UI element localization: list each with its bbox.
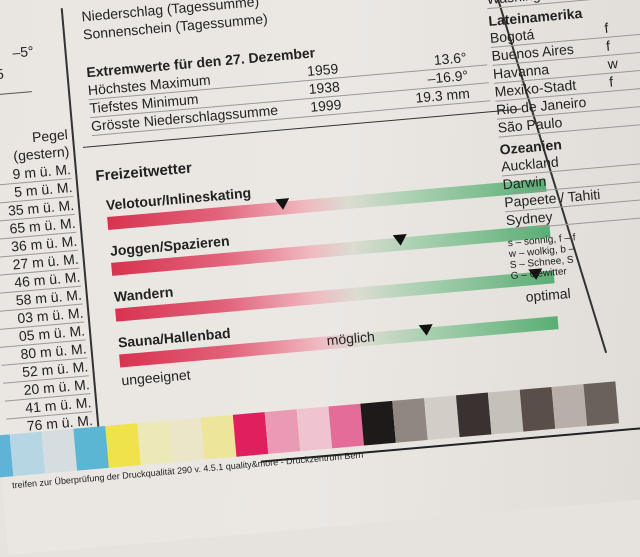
color-patch: [169, 417, 205, 463]
weather-symbol: f: [605, 37, 611, 54]
color-patch: [392, 398, 428, 443]
color-patch: [424, 395, 460, 440]
color-control-strip: [0, 381, 620, 480]
color-patch: [200, 414, 237, 460]
scale-high: optimal: [524, 284, 572, 305]
level-marker-icon: [418, 324, 434, 337]
color-patch: [583, 381, 620, 427]
color-patch: [328, 403, 364, 449]
color-patch: [264, 409, 301, 454]
extreme-year: 1959: [306, 60, 339, 80]
color-patch: [9, 431, 46, 477]
weather-symbol: f: [603, 19, 610, 36]
activity-label: Wandern: [113, 283, 174, 305]
color-patch: [73, 426, 109, 471]
color-patch: [487, 389, 524, 435]
color-patch: [105, 423, 141, 468]
color-patch: [41, 428, 78, 474]
city-name: Washington: [486, 0, 561, 7]
color-patch: [455, 392, 492, 438]
divider: [0, 91, 32, 98]
color-patch: [137, 420, 173, 466]
left-value: –5°: [11, 42, 35, 61]
city-name: Bogotá: [489, 26, 535, 46]
extreme-value: –16.9°: [426, 67, 469, 87]
pegel-list: 9 m ü. M. 5 m ü. M. 35 m ü. M. 65 m ü. M. 36…: [0, 161, 94, 438]
color-patch: [519, 386, 556, 432]
left-value: 25: [0, 65, 5, 83]
weather-symbol: f: [608, 73, 614, 90]
extreme-value: 13.6°: [433, 49, 468, 68]
activity-bar: [115, 268, 555, 322]
extreme-year: 1938: [307, 78, 341, 97]
color-patch: [551, 384, 588, 429]
weather-symbol: w: [606, 54, 619, 72]
level-marker-icon: [393, 233, 409, 247]
freizeit-title: Freizeitwetter: [94, 159, 193, 185]
extreme-year: 1999: [309, 96, 342, 115]
scale-low: ungeeignet: [120, 366, 192, 389]
color-patch: [360, 400, 396, 446]
city-name: Darwin: [502, 172, 547, 193]
color-patch: [296, 406, 333, 452]
city-name: Sydney: [505, 208, 554, 229]
level-marker-icon: [275, 198, 291, 211]
right-column: VancouverwWashingtonwLateinamerikaBogotá…: [484, 0, 640, 282]
extreme-value: 19.3 mm: [414, 85, 471, 106]
color-patch: [232, 412, 269, 457]
